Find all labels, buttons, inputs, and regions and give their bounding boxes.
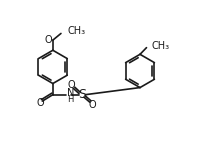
- Text: CH₃: CH₃: [67, 26, 86, 36]
- Text: O: O: [67, 80, 75, 90]
- Text: O: O: [44, 35, 52, 45]
- Text: H: H: [67, 95, 74, 104]
- Text: S: S: [78, 88, 86, 101]
- Text: CH₃: CH₃: [151, 41, 169, 51]
- Text: O: O: [88, 100, 96, 110]
- Text: O: O: [36, 98, 43, 108]
- Text: N: N: [67, 88, 75, 98]
